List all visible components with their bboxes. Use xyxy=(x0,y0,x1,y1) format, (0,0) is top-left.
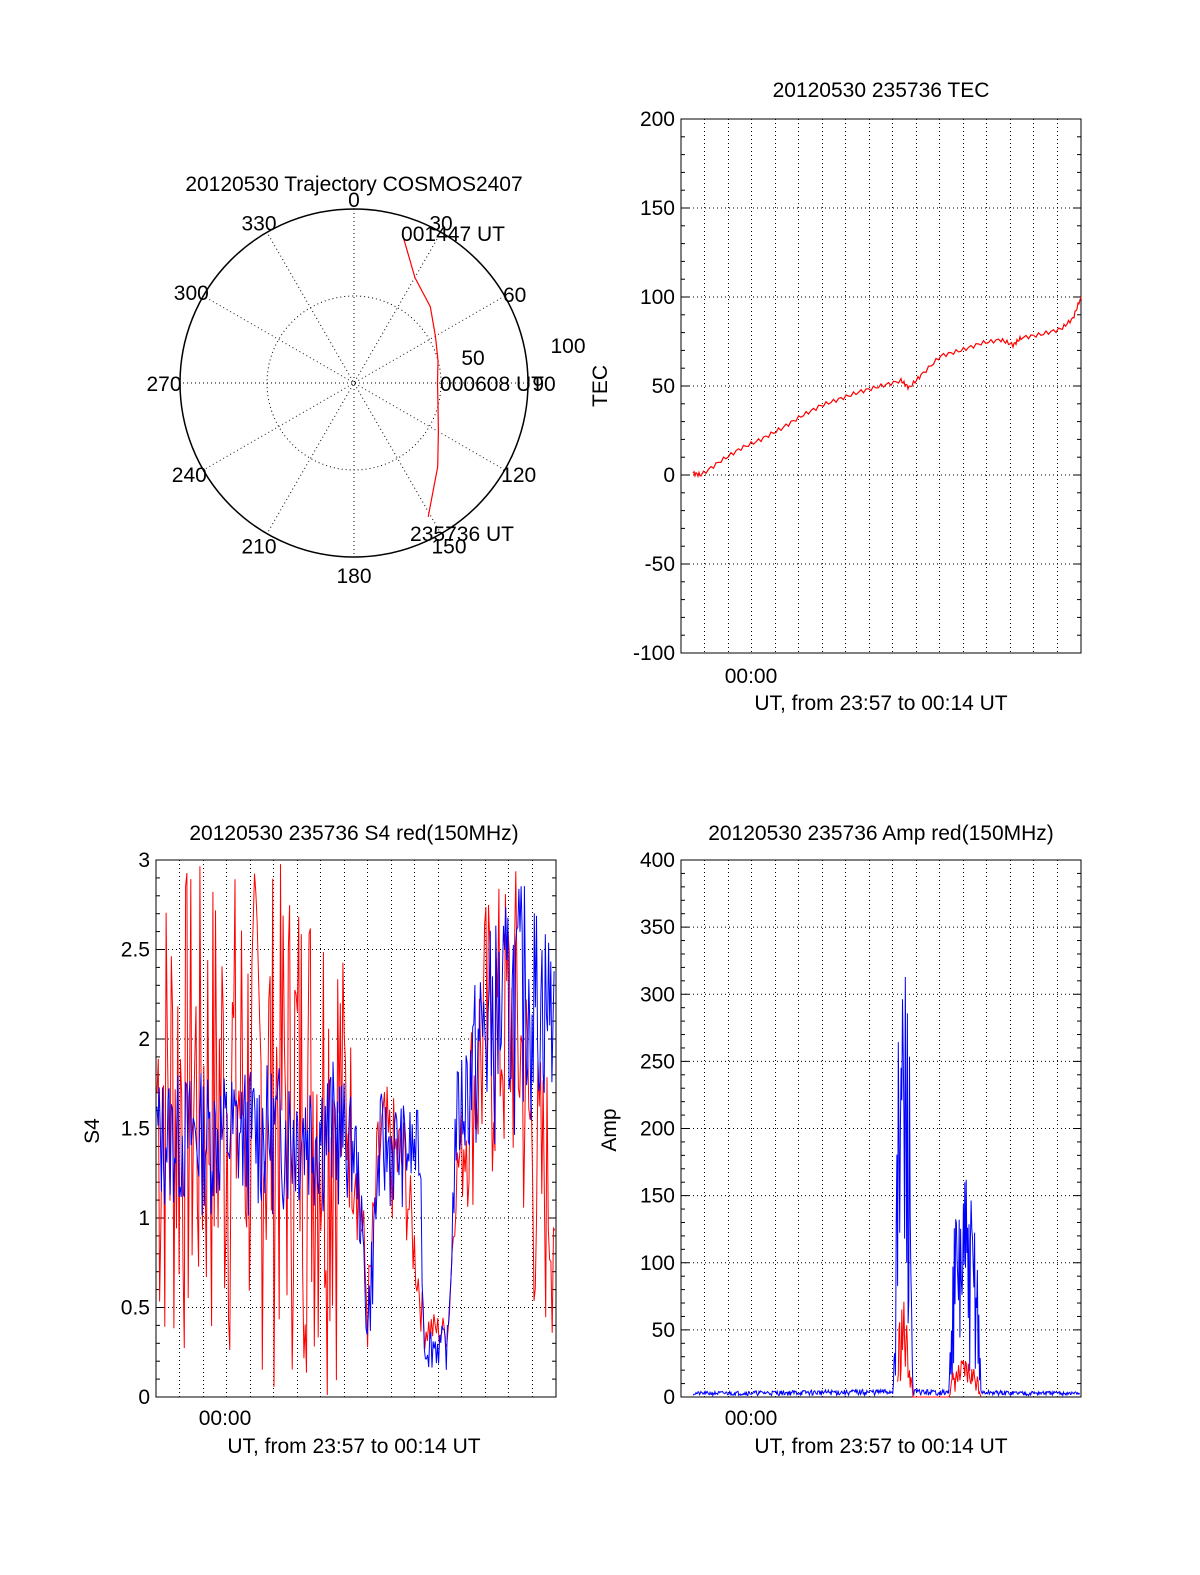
azimuth-label-300: 300 xyxy=(174,282,209,305)
s4-frame xyxy=(155,859,557,1398)
amp-blue-series xyxy=(692,976,1081,1398)
tec-plot: 20120530 235736 TEC TEC 00:00 UT, from 2… xyxy=(589,79,1082,715)
azimuth-label-120: 120 xyxy=(501,464,536,487)
trajectory-annotation-2: 235736 UT xyxy=(410,523,514,546)
tec-ytick-label--50: -50 xyxy=(645,553,675,576)
s4-ytick-label-2.5: 2.5 xyxy=(121,939,150,962)
amp-title: 20120530 235736 Amp red(150MHz) xyxy=(708,822,1054,845)
amp-ytick-label-200: 200 xyxy=(640,1118,675,1141)
azimuth-label-90: 90 xyxy=(532,373,555,396)
amp-ytick-label-150: 150 xyxy=(640,1185,675,1208)
tec-ytick-label-0: 0 xyxy=(663,464,675,487)
tec-ylabel: TEC xyxy=(589,365,612,407)
s4-ytick-label-0: 0 xyxy=(138,1386,150,1409)
tec-ytick-label-50: 50 xyxy=(652,375,675,398)
tec-series-line xyxy=(692,296,1082,479)
tec-ytick-label-100: 100 xyxy=(640,286,675,309)
polar-grid-circle-50 xyxy=(266,295,442,471)
azimuth-label-330: 330 xyxy=(241,212,276,235)
amp-ytick-label-100: 100 xyxy=(640,1252,675,1275)
polar-azimuth-labels: 0 30 60 90 120 150 180 210 240 270 300 330 xyxy=(146,189,555,588)
s4-red-series xyxy=(156,864,556,1396)
azimuth-label-240: 240 xyxy=(172,464,207,487)
tec-ytick-label-200: 200 xyxy=(640,108,675,131)
tec-title: 20120530 235736 TEC xyxy=(773,79,990,102)
amp-ytick-label-50: 50 xyxy=(652,1319,675,1342)
s4-xtick-label: 00:00 xyxy=(199,1407,252,1430)
s4-ytick-label-0.5: 0.5 xyxy=(121,1297,150,1320)
radial-label-50: 50 xyxy=(461,347,484,370)
radial-label-100: 100 xyxy=(550,335,585,358)
azimuth-label-150: 150 xyxy=(431,536,466,559)
amp-ytick-label-250: 250 xyxy=(640,1050,675,1073)
amp-ytick-label-400: 400 xyxy=(640,849,675,872)
tec-frame xyxy=(680,118,1082,654)
amp-frame xyxy=(680,859,1082,1398)
azimuth-label-270: 270 xyxy=(146,373,181,396)
s4-ytick-label-2: 2 xyxy=(138,1028,150,1051)
amp-ytick-label-0: 0 xyxy=(663,1386,675,1409)
azimuth-label-60: 60 xyxy=(503,284,526,307)
tec-ytick-label-150: 150 xyxy=(640,197,675,220)
s4-blue-series xyxy=(156,886,555,1370)
s4-plot: 20120530 235736 S4 red(150MHz) S4 00:00 … xyxy=(81,822,557,1458)
amp-plot: 20120530 235736 Amp red(150MHz) Amp 00:0… xyxy=(598,822,1082,1458)
tec-ytick-label--100: -100 xyxy=(633,642,675,665)
azimuth-label-0: 0 xyxy=(348,189,360,212)
amp-xlabel: UT, from 23:57 to 00:14 UT xyxy=(754,1435,1007,1458)
amp-ytick-label-350: 350 xyxy=(640,916,675,939)
s4-ytick-label-1: 1 xyxy=(138,1207,150,1230)
s4-ytick-label-3: 3 xyxy=(138,849,150,872)
s4-ytick-label-1.5: 1.5 xyxy=(121,1118,150,1141)
polar-radial-labels: 50 100 xyxy=(461,335,585,370)
amp-xtick-label: 00:00 xyxy=(725,1407,778,1430)
amp-ylabel: Amp xyxy=(598,1108,621,1151)
azimuth-label-30: 30 xyxy=(429,212,452,235)
s4-title: 20120530 235736 S4 red(150MHz) xyxy=(189,822,518,845)
azimuth-label-180: 180 xyxy=(336,565,371,588)
s4-ylabel: S4 xyxy=(81,1118,104,1144)
polar-grid xyxy=(179,208,529,558)
azimuth-label-210: 210 xyxy=(241,536,276,559)
trajectory-title: 20120530 Trajectory COSMOS2407 xyxy=(185,173,522,196)
tec-xtick-label: 00:00 xyxy=(725,665,778,688)
trajectory-annotation-0: 001447 UT xyxy=(401,223,505,246)
tec-xlabel: UT, from 23:57 to 00:14 UT xyxy=(754,692,1007,715)
trajectory-annotations: 001447 UT 000608 UT 235736 UT xyxy=(401,223,544,546)
amp-ytick-label-300: 300 xyxy=(640,983,675,1006)
trajectory-annotation-1: 000608 UT xyxy=(440,373,544,396)
trajectory-polar-plot: 20120530 Trajectory COSMOS2407 0 30 60 90 12… xyxy=(146,173,585,588)
trajectory-line xyxy=(401,233,440,518)
s4-xlabel: UT, from 23:57 to 00:14 UT xyxy=(227,1435,480,1458)
trajectory-track xyxy=(401,233,440,518)
amp-red-series xyxy=(897,1301,982,1398)
